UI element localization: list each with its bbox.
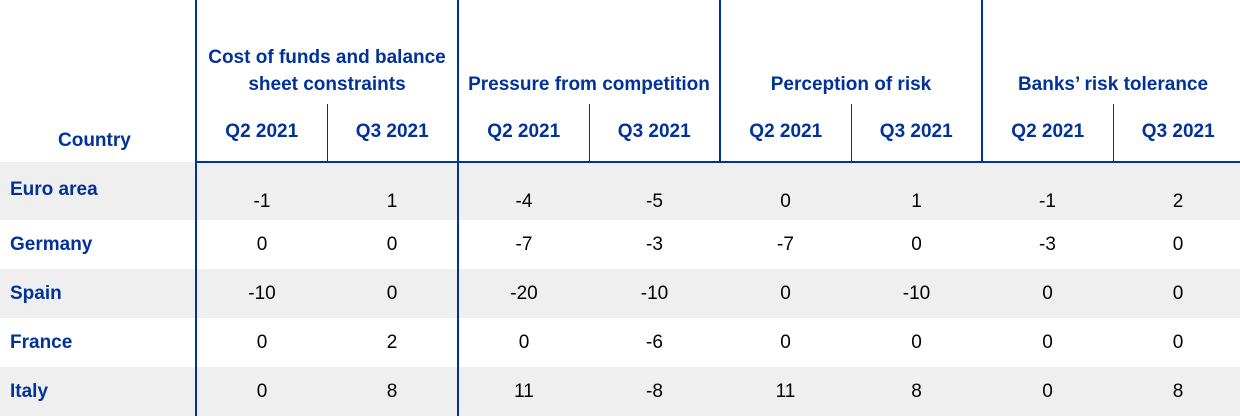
group-header-cost-of-funds: Cost of funds and balance sheet constrai… [195, 0, 458, 104]
country-label: Germany [10, 233, 93, 255]
table-cell: -3 [646, 233, 663, 255]
table-cell: 0 [720, 162, 851, 220]
period-header: Q3 2021 [1112, 104, 1240, 163]
table-cell: 0 [195, 318, 327, 367]
table-cell: 0 [780, 331, 791, 353]
table-cell: 11 [720, 367, 851, 416]
table-cell: 0 [1172, 233, 1184, 255]
table-cell: 8 [1113, 367, 1240, 416]
table-cell: 0 [982, 269, 1113, 318]
table-cell: 0 [1042, 331, 1053, 353]
period-header: Q3 2021 [850, 104, 982, 163]
table-cell: -7 [457, 220, 589, 269]
header-period-row: Q2 2021 Q3 2021 Q2 2021 Q3 2021 Q2 2021 … [0, 104, 1240, 163]
table-cell: -6 [646, 331, 663, 353]
group-header-perception-of-risk: Perception of risk [719, 0, 982, 104]
country-column-header: Country [58, 130, 131, 151]
table-cell: 2 [1113, 162, 1240, 220]
table-cell: -1 [982, 162, 1113, 220]
period-header: Q3 2021 [326, 104, 458, 163]
table-cell: 0 [195, 220, 327, 269]
period-header: Q3 2021 [588, 104, 720, 163]
table-row-spain: Spain -10 0 -20 -10 0 -10 0 0 [0, 269, 1240, 318]
table-cell: -20 [457, 269, 589, 318]
country-label: Euro area [0, 162, 196, 220]
period-header: Q2 2021 [981, 104, 1113, 163]
period-header: Q2 2021 [719, 104, 851, 163]
table-cell: 0 [911, 331, 922, 353]
table-row-italy: Italy 0 8 11 -8 11 8 0 8 [0, 367, 1240, 416]
country-label: Italy [0, 367, 196, 416]
table-cell: 0 [457, 318, 589, 367]
table-cell: -3 [1039, 233, 1056, 255]
table-cell: 0 [195, 367, 327, 416]
table-cell: 1 [851, 162, 982, 220]
table-row-france: France 0 2 0 -6 0 0 0 0 [0, 318, 1240, 367]
table-cell: 0 [1172, 331, 1184, 353]
table-cell: 0 [1113, 269, 1240, 318]
table-cell: 8 [851, 367, 982, 416]
table-cell: 0 [327, 269, 458, 318]
table-cell: 8 [327, 367, 458, 416]
group-header-pressure-from-competition: Pressure from competition [457, 0, 720, 104]
group-header-risk-tolerance: Banks’ risk tolerance [980, 0, 1240, 104]
table-cell: -8 [589, 367, 720, 416]
period-header: Q2 2021 [457, 104, 589, 163]
table-cell: -5 [589, 162, 720, 220]
country-label: Spain [0, 269, 196, 318]
table-cell: 0 [386, 233, 398, 255]
table-cell: -10 [851, 269, 982, 318]
table-row-euro-area: Euro area -1 1 -4 -5 0 1 -1 2 [0, 162, 1240, 220]
table-cell: 1 [327, 162, 458, 220]
table-cell: 0 [982, 367, 1113, 416]
table-cell: 11 [457, 367, 589, 416]
table-cell: -4 [457, 162, 589, 220]
table-row-germany: Germany 0 0 -7 -3 -7 0 -3 0 [0, 220, 1240, 269]
table-cell: 0 [720, 269, 851, 318]
table-cell: -10 [589, 269, 720, 318]
table-cell: 0 [911, 233, 922, 255]
table-cell: 2 [386, 331, 398, 353]
table-cell: -7 [777, 233, 794, 255]
country-label: France [10, 331, 73, 353]
header-group-row: Country Cost of funds and balance sheet … [0, 0, 1240, 151]
table-cell: -10 [195, 269, 327, 318]
period-header: Q2 2021 [195, 104, 327, 163]
table-cell: -1 [195, 162, 327, 220]
